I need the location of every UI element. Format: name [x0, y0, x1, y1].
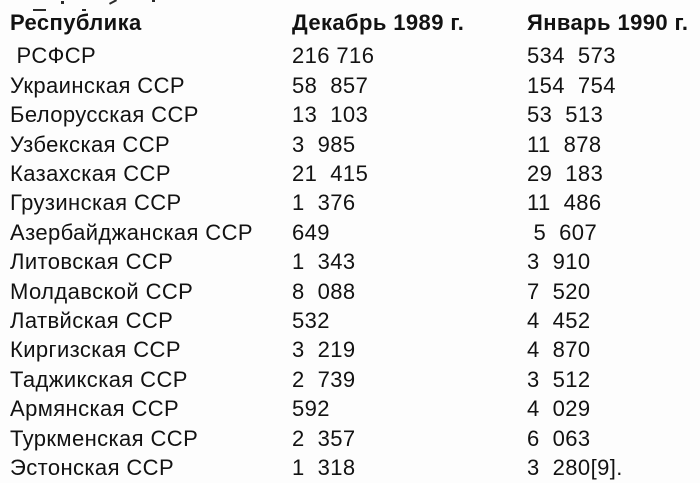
december-1989-value: 1 343: [292, 249, 356, 275]
republic-name: Киргизская ССР: [10, 337, 181, 363]
table-row: Узбекская ССР 3 985 11 878: [10, 130, 700, 159]
clipped-glyph-mark: [82, 9, 86, 11]
clipped-glyph-mark: [152, 0, 155, 2]
january-1990-value: 11 878: [527, 131, 602, 157]
clipped-text-fragment: [0, 0, 700, 12]
table-row: Туркменская ССР 2 357 6 063: [10, 424, 700, 453]
january-1990-value: 4 870: [527, 337, 591, 363]
table-body: РСФСР 216 716 534 573 Украинская ССР 58 …: [10, 41, 700, 482]
december-1989-value: 2 357: [292, 425, 356, 451]
column-header-republic: Республика: [10, 10, 142, 35]
republic-name: Молдавской ССР: [10, 278, 194, 304]
december-1989-value: 592: [292, 396, 330, 422]
table-row: Таджикская ССР 2 739 3 512: [10, 365, 700, 394]
december-1989-value: 8 088: [292, 278, 356, 304]
january-1990-value: 3 910: [527, 249, 591, 275]
table-row: Казахская ССР 21 415 29 183: [10, 159, 700, 188]
table-row: Эстонская ССР 1 318 3 280[9].: [10, 453, 700, 482]
january-1990-value: 7 520: [527, 278, 591, 304]
table-row: РСФСР 216 716 534 573: [10, 41, 700, 70]
clipped-glyph-mark: [108, 0, 118, 5]
january-1990-value: 4 452: [527, 308, 591, 334]
december-1989-value: 3 219: [292, 337, 356, 363]
table-row: Белорусская ССР 13 103 53 513: [10, 100, 700, 129]
republic-name: Латвйская ССР: [10, 308, 174, 334]
table-row: Молдавской ССР 8 088 7 520: [10, 277, 700, 306]
republic-name: Азербайджанская ССР: [10, 219, 253, 245]
republic-name: Казахская ССР: [10, 161, 171, 187]
table-row: Киргизская ССР 3 219 4 870: [10, 335, 700, 364]
december-1989-value: 3 985: [292, 131, 356, 157]
january-1990-value: 534 573: [527, 43, 616, 69]
column-header-december-1989: Декабрь 1989 г.: [292, 10, 465, 35]
december-1989-value: 58 857: [292, 72, 369, 98]
republic-name: Таджикская ССР: [10, 366, 188, 392]
december-1989-value: 1 376: [292, 190, 356, 216]
republics-table: Республика Декабрь 1989 г. Январь 1990 г…: [10, 8, 700, 483]
republic-name: Грузинская ССР: [10, 190, 182, 216]
republic-name: Армянская ССР: [10, 396, 180, 422]
clipped-glyph-mark: [61, 1, 64, 4]
december-1989-value: 216 716: [292, 43, 375, 69]
december-1989-value: 21 415: [292, 161, 369, 187]
january-1990-value: 6 063: [527, 425, 591, 451]
december-1989-value: 13 103: [292, 102, 369, 128]
january-1990-value: 11 486: [527, 190, 602, 216]
table-row: Литовская ССР 1 343 3 910: [10, 247, 700, 276]
january-1990-value: 154 754: [527, 72, 616, 98]
table-row: Армянская ССР 592 4 029: [10, 394, 700, 423]
clipped-glyph-mark: [33, 9, 46, 11]
table-row: Азербайджанская ССР 649 5 607: [10, 218, 700, 247]
january-1990-value: 29 183: [527, 161, 604, 187]
republic-name: Украинская ССР: [10, 72, 185, 98]
january-1990-value: 4 029: [527, 396, 591, 422]
republic-name: Эстонская ССР: [10, 455, 175, 481]
republic-name: Белорусская ССР: [10, 102, 199, 128]
january-1990-value: 5 607: [527, 219, 598, 245]
republic-name: Туркменская ССР: [10, 425, 199, 451]
december-1989-value: 2 739: [292, 366, 356, 392]
december-1989-value: 1 318: [292, 455, 356, 481]
january-1990-value: 53 513: [527, 102, 604, 128]
republic-name: Узбекская ССР: [10, 131, 171, 157]
table-row: Украинская ССР 58 857 154 754: [10, 71, 700, 100]
republic-name: РСФСР: [10, 43, 97, 69]
republic-name: Литовская ССР: [10, 249, 174, 275]
column-header-january-1990: Январь 1990 г.: [527, 10, 689, 35]
table-header-row: Республика Декабрь 1989 г. Январь 1990 г…: [10, 8, 700, 37]
december-1989-value: 649: [292, 219, 330, 245]
table-row: Грузинская ССР 1 376 11 486: [10, 188, 700, 217]
january-1990-value: 3 512: [527, 366, 591, 392]
january-1990-value: 3 280[9].: [527, 455, 623, 481]
table-row: Латвйская ССР 532 4 452: [10, 306, 700, 335]
december-1989-value: 532: [292, 308, 330, 334]
